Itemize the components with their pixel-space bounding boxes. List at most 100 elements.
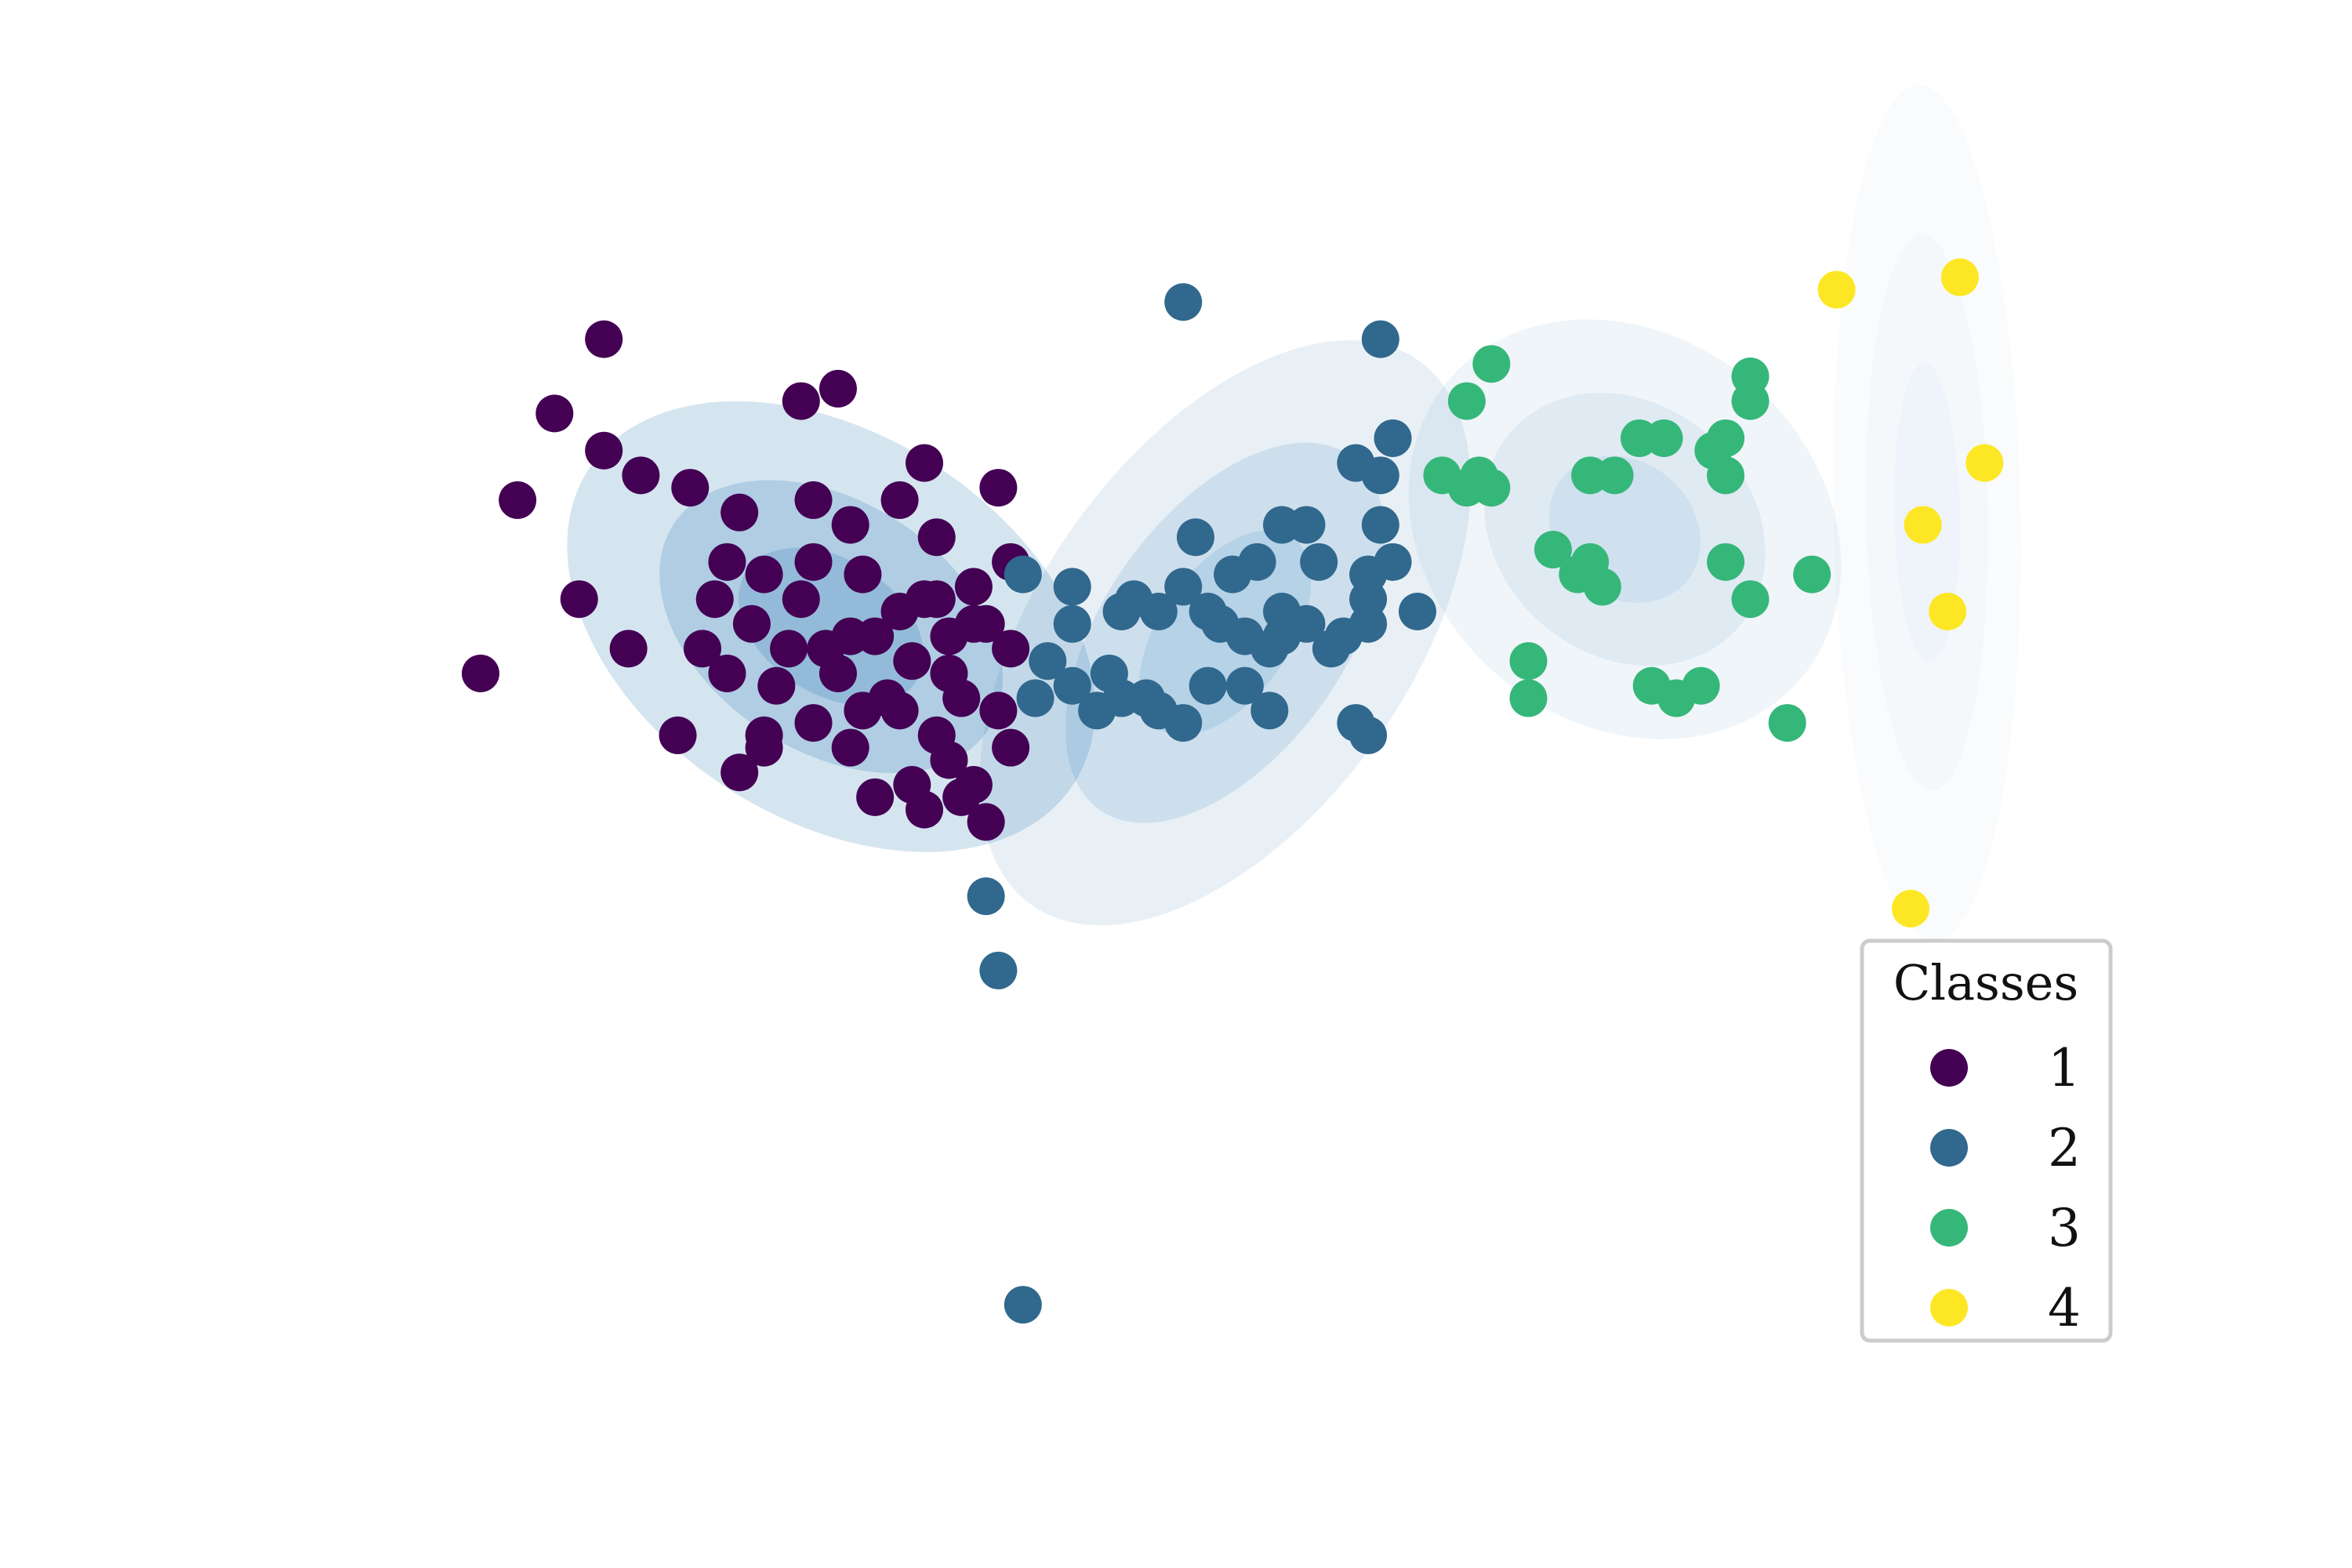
point-class-2-29 — [1225, 617, 1264, 655]
point-class-2-18 — [1164, 568, 1203, 606]
point-class-3-20 — [1707, 543, 1745, 581]
point-class-1-51 — [954, 604, 993, 643]
point-class-2-21 — [1115, 580, 1153, 619]
point-class-3-25 — [1509, 679, 1548, 717]
point-class-4-3 — [1965, 444, 2004, 482]
point-class-1-43 — [745, 555, 783, 593]
point-class-2-17 — [1214, 555, 1252, 593]
point-class-1-44 — [794, 543, 833, 581]
point-class-3-22 — [1793, 555, 1831, 593]
point-class-4-4 — [1904, 506, 1942, 544]
point-class-1-40 — [967, 803, 1005, 841]
point-class-2-47 — [979, 951, 1018, 989]
legend-label-2: 2 — [2048, 1118, 2081, 1178]
point-class-1-18 — [831, 506, 869, 544]
point-class-1-31 — [757, 666, 796, 705]
point-class-1-63 — [856, 778, 895, 816]
point-class-1-13 — [585, 431, 623, 470]
point-class-3-23 — [1768, 704, 1806, 742]
legend: Classes 1 2 3 4 — [1860, 938, 2113, 1343]
point-class-1-17 — [794, 481, 833, 519]
point-class-2-48 — [1004, 1286, 1042, 1324]
point-class-1-54 — [708, 654, 746, 692]
point-class-3-28 — [1682, 666, 1720, 705]
point-class-1-14 — [622, 456, 660, 495]
point-class-1-12 — [818, 369, 857, 408]
legend-label-4: 4 — [2048, 1278, 2081, 1338]
point-class-1-21 — [917, 518, 956, 557]
point-class-2-34 — [1250, 691, 1289, 730]
point-class-2-14 — [1399, 593, 1436, 630]
point-class-1-55 — [745, 728, 783, 767]
point-class-3-12 — [1707, 419, 1745, 457]
point-class-2-2 — [1361, 320, 1399, 358]
point-class-2-9 — [1176, 518, 1214, 557]
point-class-3-21 — [1731, 580, 1769, 619]
point-class-3-15 — [1707, 456, 1745, 495]
density-contour-class-3-level-2 — [1484, 393, 1766, 666]
legend-marker-4 — [1930, 1289, 1968, 1327]
point-class-2-46 — [967, 877, 1005, 916]
point-class-2-36 — [1349, 716, 1388, 754]
point-class-1-16 — [720, 493, 759, 532]
point-class-1-7 — [659, 716, 697, 754]
point-class-1-23 — [732, 604, 771, 643]
point-class-2-13 — [1374, 543, 1412, 581]
point-class-1-64 — [906, 790, 944, 829]
point-class-2-27 — [1312, 630, 1350, 668]
point-class-1-3 — [535, 394, 574, 433]
point-class-1-2 — [499, 481, 537, 519]
point-class-1-57 — [782, 580, 820, 619]
point-class-3-6 — [1447, 469, 1486, 507]
point-class-2-43 — [1263, 617, 1301, 655]
point-class-3-14 — [1731, 382, 1769, 420]
point-class-1-22 — [695, 580, 734, 619]
point-class-3-19 — [1559, 555, 1597, 593]
point-class-1-24 — [770, 630, 808, 668]
point-class-2-16 — [1053, 568, 1091, 606]
point-class-1-5 — [560, 580, 598, 619]
point-class-1-50 — [979, 469, 1018, 507]
point-class-1-62 — [807, 630, 845, 668]
point-class-1-19 — [880, 481, 919, 519]
point-class-1-39 — [979, 691, 1018, 730]
legend-marker-3 — [1930, 1209, 1968, 1247]
point-class-2-30 — [1053, 604, 1091, 643]
point-class-1-59 — [930, 654, 968, 692]
point-class-2-1 — [1164, 283, 1203, 321]
point-class-2-11 — [1300, 543, 1338, 581]
legend-marker-2 — [1930, 1129, 1968, 1167]
point-class-3-8 — [1595, 456, 1634, 495]
point-class-1-32 — [794, 704, 833, 742]
point-class-1-48 — [992, 630, 1030, 668]
legend-label-3: 3 — [2048, 1198, 2081, 1258]
point-class-1-15 — [671, 469, 710, 507]
point-class-1-45 — [844, 555, 882, 593]
point-class-2-33 — [1189, 666, 1227, 705]
point-class-2-8 — [1361, 506, 1399, 544]
point-class-3-1 — [1472, 345, 1511, 383]
point-class-4-5 — [1929, 593, 1967, 630]
point-class-3-24 — [1509, 642, 1548, 681]
point-class-2-38 — [1053, 666, 1091, 705]
legend-marker-1 — [1930, 1049, 1968, 1087]
scatter-points — [461, 258, 2004, 1324]
point-class-2-31 — [1004, 555, 1042, 593]
point-class-1-60 — [992, 728, 1030, 767]
point-class-1-47 — [954, 568, 993, 606]
point-class-2-50 — [1102, 679, 1141, 717]
point-class-1-20 — [906, 444, 944, 482]
point-class-3-10 — [1645, 419, 1683, 457]
point-class-2-7 — [1263, 506, 1301, 544]
point-class-2-26 — [1349, 604, 1388, 643]
point-class-2-5 — [1361, 456, 1399, 495]
legend-title: Classes — [1893, 954, 2078, 1011]
point-class-1-33 — [831, 728, 869, 767]
point-class-1-35 — [893, 642, 931, 681]
legend-frame — [1860, 938, 2113, 1343]
point-class-1-6 — [609, 630, 648, 668]
point-class-1-4 — [585, 320, 623, 358]
point-class-1-8 — [684, 630, 721, 668]
density-contour-class-1-level-2 — [659, 480, 1003, 774]
